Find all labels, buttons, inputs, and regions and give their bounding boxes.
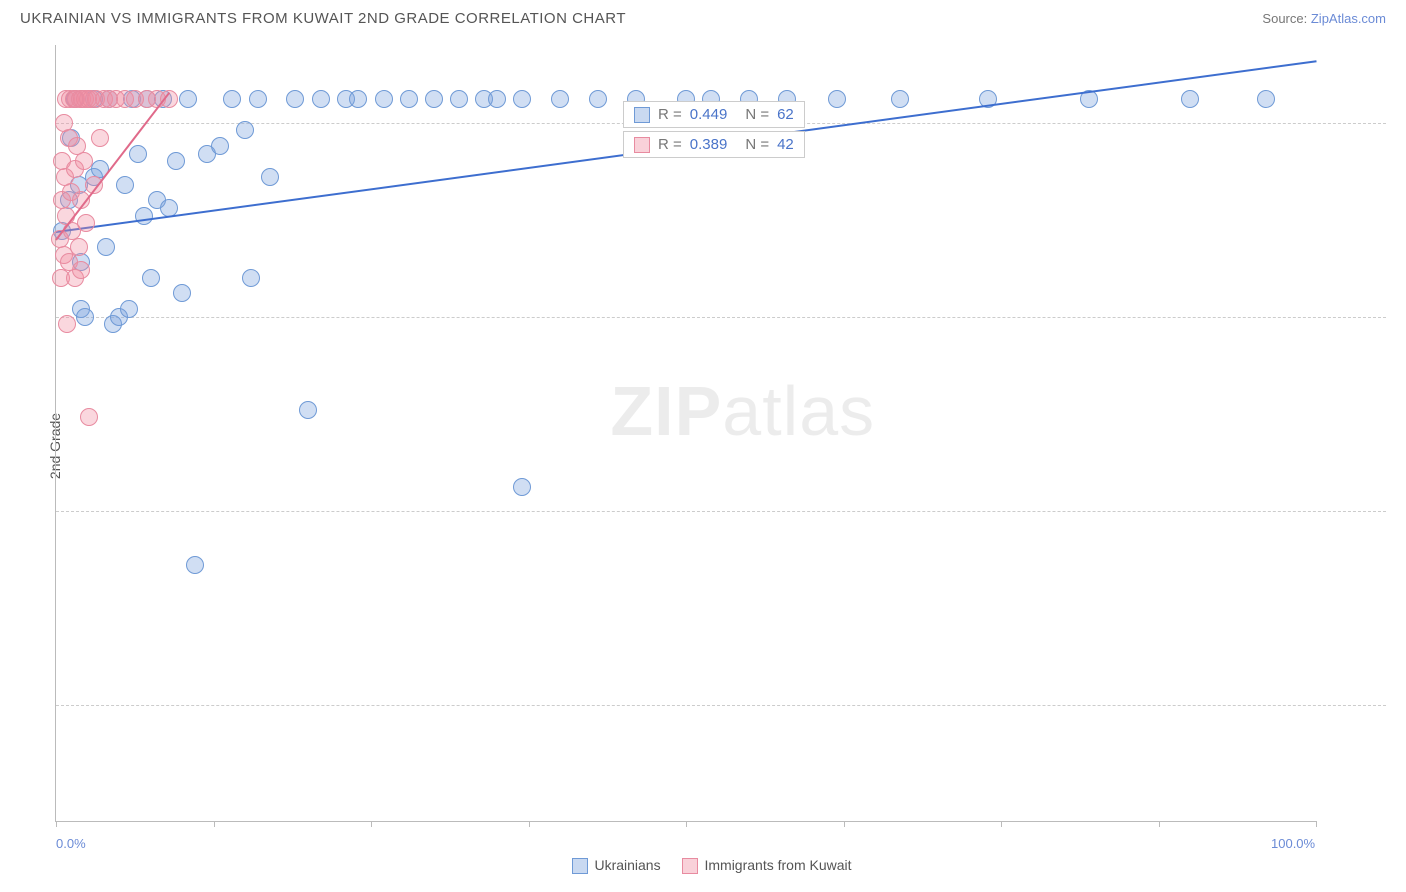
x-tick-label: 0.0%	[56, 836, 86, 851]
data-point	[80, 408, 98, 426]
legend-label-2: Immigrants from Kuwait	[704, 857, 851, 873]
data-point	[142, 269, 160, 287]
r-value: 0.449	[690, 106, 728, 123]
gridline-h: 95.0%	[56, 511, 1386, 512]
stat-swatch	[634, 137, 650, 153]
data-point	[349, 90, 367, 108]
stat-box: R = 0.389 N = 42	[623, 131, 805, 158]
n-value: 62	[777, 106, 794, 123]
x-tick	[844, 821, 845, 827]
data-point	[97, 238, 115, 256]
data-point	[116, 176, 134, 194]
data-point	[375, 90, 393, 108]
legend-swatch-pink	[682, 858, 698, 874]
data-point	[425, 90, 443, 108]
data-point	[129, 145, 147, 163]
data-point	[70, 238, 88, 256]
x-tick	[686, 821, 687, 827]
watermark: ZIPatlas	[610, 371, 875, 451]
gridline-h: 92.5%	[56, 705, 1386, 706]
legend-swatch-blue	[572, 858, 588, 874]
data-point	[249, 90, 267, 108]
x-tick	[371, 821, 372, 827]
legend-label-1: Ukrainians	[594, 857, 660, 873]
data-point	[299, 401, 317, 419]
x-tick	[1159, 821, 1160, 827]
stat-swatch	[634, 107, 650, 123]
source-link[interactable]: ZipAtlas.com	[1311, 11, 1386, 26]
data-point	[236, 121, 254, 139]
scatter-plot-area: ZIPatlas 92.5%95.0%97.5%100.0%0.0%100.0%…	[55, 45, 1316, 822]
data-point	[75, 152, 93, 170]
data-point	[242, 269, 260, 287]
legend: Ukrainians Immigrants from Kuwait	[0, 857, 1406, 874]
data-point	[72, 261, 90, 279]
chart-title: UKRAINIAN VS IMMIGRANTS FROM KUWAIT 2ND …	[20, 10, 626, 27]
data-point	[135, 207, 153, 225]
data-point	[223, 90, 241, 108]
data-point	[77, 214, 95, 232]
data-point	[211, 137, 229, 155]
data-point	[513, 90, 531, 108]
n-label: N =	[745, 106, 769, 123]
r-value: 0.389	[690, 136, 728, 153]
data-point	[312, 90, 330, 108]
n-label: N =	[745, 136, 769, 153]
data-point	[167, 152, 185, 170]
n-value: 42	[777, 136, 794, 153]
x-tick	[214, 821, 215, 827]
r-label: R =	[658, 136, 682, 153]
data-point	[513, 478, 531, 496]
data-point	[589, 90, 607, 108]
x-tick	[529, 821, 530, 827]
gridline-h: 97.5%	[56, 317, 1386, 318]
data-point	[828, 90, 846, 108]
data-point	[1257, 90, 1275, 108]
stat-box: R = 0.449 N = 62	[623, 101, 805, 128]
x-tick	[56, 821, 57, 827]
data-point	[186, 556, 204, 574]
x-tick	[1316, 821, 1317, 827]
data-point	[450, 90, 468, 108]
data-point	[91, 129, 109, 147]
data-point	[58, 315, 76, 333]
data-point	[488, 90, 506, 108]
x-tick-label: 100.0%	[1271, 836, 1315, 851]
data-point	[173, 284, 191, 302]
data-point	[1181, 90, 1199, 108]
data-point	[551, 90, 569, 108]
data-point	[286, 90, 304, 108]
data-point	[120, 300, 138, 318]
source-attribution: Source: ZipAtlas.com	[1262, 11, 1386, 26]
data-point	[891, 90, 909, 108]
x-tick	[1001, 821, 1002, 827]
data-point	[261, 168, 279, 186]
data-point	[179, 90, 197, 108]
r-label: R =	[658, 106, 682, 123]
data-point	[76, 308, 94, 326]
data-point	[400, 90, 418, 108]
